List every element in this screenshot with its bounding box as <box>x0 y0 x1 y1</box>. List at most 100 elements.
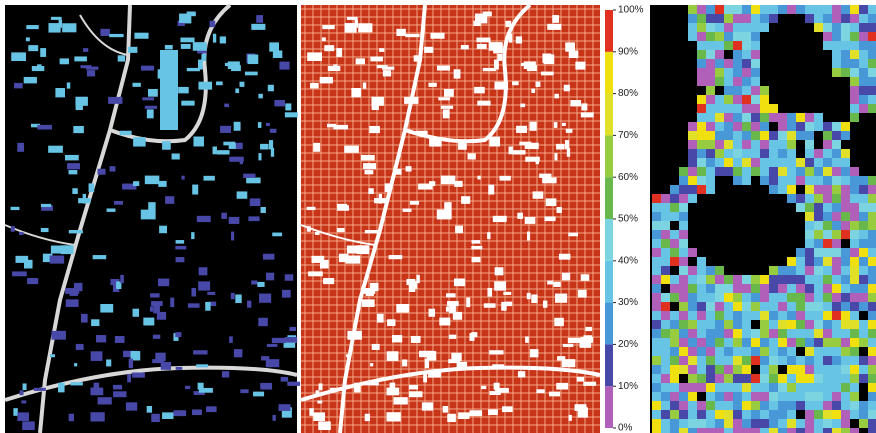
heatmap-cell <box>832 59 841 68</box>
building <box>19 390 24 396</box>
heatmap-cell <box>706 86 715 95</box>
heatmap-cell <box>697 158 706 167</box>
heatmap-cell <box>868 203 876 212</box>
heatmap-cell <box>706 374 715 383</box>
building <box>382 70 392 77</box>
heatmap-cell <box>850 392 859 401</box>
heatmap-cell <box>859 77 868 86</box>
heatmap-cell <box>742 392 751 401</box>
building <box>488 42 503 51</box>
heatmap-cell <box>832 50 841 59</box>
heatmap-cell <box>796 392 805 401</box>
building <box>246 177 261 184</box>
heatmap-cell <box>805 284 814 293</box>
heatmap-cell <box>715 347 724 356</box>
heatmap-cell <box>679 293 688 302</box>
building <box>396 28 406 37</box>
heatmap-cell <box>679 248 688 257</box>
heatmap-cell <box>697 374 706 383</box>
building <box>48 23 61 33</box>
heatmap-cell <box>796 302 805 311</box>
heatmap-cell <box>661 239 670 248</box>
heatmap-cell <box>688 5 697 14</box>
heatmap-cell <box>706 284 715 293</box>
building <box>157 278 170 287</box>
building <box>319 76 333 84</box>
heatmap-cell <box>697 113 706 122</box>
heatmap-cell <box>751 149 760 158</box>
heatmap-cell <box>742 275 751 284</box>
heatmap-cell <box>832 410 841 419</box>
building <box>309 408 314 416</box>
heatmap-cell <box>832 131 841 140</box>
heatmap-cell <box>868 428 876 433</box>
heatmap-cell <box>796 401 805 410</box>
heatmap-cell <box>859 284 868 293</box>
heatmap-cell <box>751 104 760 113</box>
heatmap-cell <box>850 266 859 275</box>
building <box>565 42 576 52</box>
heatmap-cell <box>742 419 751 428</box>
heatmap-cell <box>868 365 876 374</box>
heatmap-cell <box>670 194 679 203</box>
heatmap-cell <box>760 113 769 122</box>
heatmap-cell <box>652 419 661 428</box>
building <box>216 81 223 86</box>
building <box>508 33 513 43</box>
heatmap-cell <box>760 284 769 293</box>
building <box>505 20 512 28</box>
heatmap-cell <box>751 356 760 365</box>
heatmap-cell <box>733 347 742 356</box>
heatmap-cell <box>697 365 706 374</box>
heatmap-cell <box>814 401 823 410</box>
heatmap-cell <box>796 194 805 203</box>
building <box>409 391 423 398</box>
heatmap-cell <box>787 392 796 401</box>
heatmap-cell <box>778 122 787 131</box>
heatmap-cell <box>823 176 832 185</box>
building <box>91 319 100 327</box>
building <box>354 382 361 393</box>
heatmap-cell <box>841 374 850 383</box>
heatmap-cell <box>823 284 832 293</box>
heatmap-cell <box>688 149 697 158</box>
building <box>247 54 259 65</box>
building <box>556 143 565 150</box>
building <box>487 232 491 240</box>
heatmap-cell <box>724 419 733 428</box>
heatmap-cell <box>823 23 832 32</box>
building <box>516 125 528 133</box>
building <box>258 93 263 99</box>
heatmap-cell <box>679 221 688 230</box>
heatmap-cell <box>715 77 724 86</box>
building <box>567 337 582 344</box>
building <box>447 413 456 423</box>
building <box>15 255 29 263</box>
heatmap-cell <box>796 248 805 257</box>
heatmap-cell <box>724 347 733 356</box>
building <box>494 81 509 90</box>
heatmap-cell <box>832 401 841 410</box>
heatmap-cell <box>868 32 876 41</box>
heatmap-cell <box>841 131 850 140</box>
building <box>265 272 275 281</box>
heatmap-cell <box>706 68 715 77</box>
building <box>313 412 325 421</box>
heatmap-cell <box>787 293 796 302</box>
heatmap-cell <box>679 167 688 176</box>
building <box>13 408 18 416</box>
building <box>563 84 570 92</box>
heatmap-cell <box>814 284 823 293</box>
building <box>74 282 83 292</box>
heatmap-cell <box>724 365 733 374</box>
heatmap-cell <box>814 158 823 167</box>
heatmap-cell <box>841 257 850 266</box>
heatmap-cell <box>760 302 769 311</box>
heatmap-cell <box>859 50 868 59</box>
building <box>577 289 587 298</box>
building <box>289 326 296 332</box>
heatmap-cell <box>679 275 688 284</box>
building <box>42 253 53 263</box>
building <box>33 387 46 391</box>
heatmap-cell <box>706 419 715 428</box>
